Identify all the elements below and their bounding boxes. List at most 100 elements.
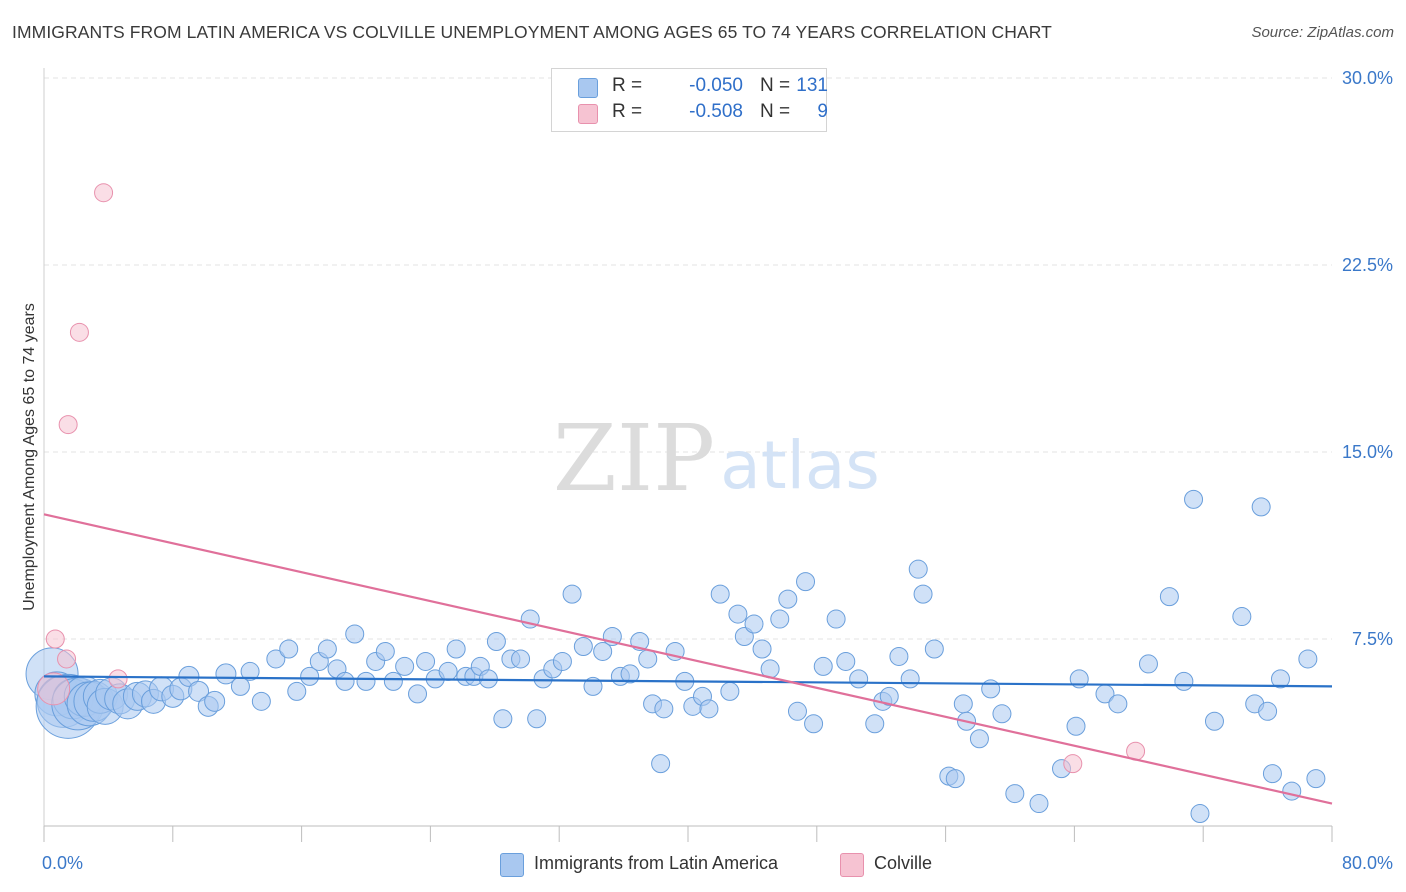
- point-immigrants: [752, 639, 772, 659]
- point-immigrants: [865, 714, 885, 734]
- point-immigrants: [924, 639, 944, 659]
- chart-title: IMMIGRANTS FROM LATIN AMERICA VS COLVILL…: [12, 22, 1052, 42]
- point-colville: [94, 183, 114, 203]
- point-immigrants: [879, 686, 899, 706]
- stats-legend: R = -0.050 N = 131 R = -0.508 N = 9: [551, 68, 828, 132]
- point-immigrants: [552, 651, 572, 671]
- point-immigrants: [204, 690, 226, 712]
- trend-line-immigrants: [43, 675, 1333, 688]
- point-immigrants: [826, 609, 846, 629]
- point-immigrants: [778, 589, 798, 609]
- bottom-legend-label-immigrants: Immigrants from Latin America: [534, 853, 779, 873]
- point-immigrants: [493, 709, 513, 729]
- point-colville: [69, 322, 89, 342]
- point-immigrants: [1306, 769, 1326, 789]
- bottom-legend-swatch-immigrants: [500, 853, 524, 877]
- point-immigrants: [438, 661, 458, 681]
- point-immigrants: [345, 624, 365, 644]
- point-immigrants: [620, 664, 640, 684]
- point-immigrants: [188, 680, 210, 702]
- bottom-legend-swatch-colville: [840, 853, 864, 877]
- point-immigrants: [1066, 716, 1086, 736]
- point-immigrants: [1005, 784, 1025, 804]
- point-immigrants: [638, 649, 658, 669]
- point-immigrants: [1258, 701, 1278, 721]
- legend-n-value: 9: [817, 101, 828, 122]
- point-immigrants: [744, 614, 764, 634]
- trend-lines: [43, 513, 1333, 805]
- legend-r-label: R =: [612, 75, 643, 96]
- watermark-zip: ZIP: [553, 405, 715, 512]
- legend-n-label: N =: [760, 101, 791, 122]
- point-immigrants: [1184, 489, 1204, 509]
- point-immigrants: [720, 681, 740, 701]
- point-immigrants: [573, 636, 593, 656]
- point-immigrants: [240, 661, 260, 681]
- point-immigrants: [651, 754, 671, 774]
- point-immigrants: [654, 699, 674, 719]
- point-immigrants: [728, 604, 748, 624]
- point-immigrants: [1159, 587, 1179, 607]
- point-immigrants: [969, 729, 989, 749]
- point-colville: [108, 669, 128, 689]
- point-immigrants: [1029, 794, 1049, 814]
- point-immigrants: [446, 639, 466, 659]
- y-tick-label: 22.5%: [1342, 255, 1393, 275]
- point-immigrants: [1138, 654, 1158, 674]
- point-immigrants: [900, 669, 920, 689]
- tick-labels: 7.5% 15.0% 22.5% 30.0% 0.0% 80.0%: [42, 68, 1393, 873]
- point-immigrants: [889, 646, 909, 666]
- point-immigrants: [527, 709, 547, 729]
- point-immigrants: [992, 704, 1012, 724]
- point-immigrants: [836, 651, 856, 671]
- point-immigrants: [1298, 649, 1318, 669]
- watermark-atlas: atlas: [720, 427, 880, 504]
- point-immigrants: [913, 584, 933, 604]
- point-immigrants: [770, 609, 790, 629]
- bottom-legend-label-colville: Colville: [874, 853, 933, 873]
- point-immigrants: [1270, 669, 1290, 689]
- point-immigrants: [1232, 607, 1252, 627]
- point-immigrants: [251, 691, 271, 711]
- point-immigrants: [335, 671, 355, 691]
- point-immigrants: [375, 641, 395, 661]
- legend-r-value: -0.050: [689, 75, 743, 96]
- x-tick-label: 0.0%: [42, 853, 83, 873]
- point-immigrants: [981, 679, 1001, 699]
- y-tick-label: 15.0%: [1342, 442, 1393, 462]
- point-colville: [37, 672, 71, 706]
- point-immigrants: [562, 584, 582, 604]
- point-immigrants: [796, 572, 816, 592]
- legend-n-label: N =: [760, 75, 791, 96]
- point-colville: [57, 649, 77, 669]
- point-immigrants: [408, 684, 428, 704]
- legend-n-value: 131: [796, 75, 828, 96]
- point-immigrants: [1204, 711, 1224, 731]
- point-colville: [58, 415, 78, 435]
- grid-lines: [44, 77, 1332, 640]
- point-immigrants: [1282, 781, 1302, 801]
- point-immigrants: [1108, 694, 1128, 714]
- point-immigrants: [383, 671, 403, 691]
- point-immigrants: [1190, 804, 1210, 824]
- point-immigrants: [1251, 497, 1271, 517]
- point-immigrants: [300, 666, 320, 686]
- legend-r-label: R =: [612, 101, 643, 122]
- x-tick-label: 80.0%: [1342, 853, 1393, 873]
- point-immigrants: [317, 639, 337, 659]
- point-immigrants: [486, 631, 506, 651]
- point-immigrants: [787, 701, 807, 721]
- point-immigrants: [710, 584, 730, 604]
- point-immigrants: [699, 699, 719, 719]
- point-immigrants: [511, 649, 531, 669]
- point-immigrants: [279, 639, 299, 659]
- point-immigrants: [416, 651, 436, 671]
- point-immigrants: [804, 714, 824, 734]
- legend-swatch-colville: [578, 104, 598, 124]
- point-immigrants: [395, 656, 415, 676]
- point-immigrants: [287, 681, 307, 701]
- point-immigrants: [356, 671, 376, 691]
- point-immigrants: [583, 676, 603, 696]
- y-tick-label: 7.5%: [1352, 629, 1393, 649]
